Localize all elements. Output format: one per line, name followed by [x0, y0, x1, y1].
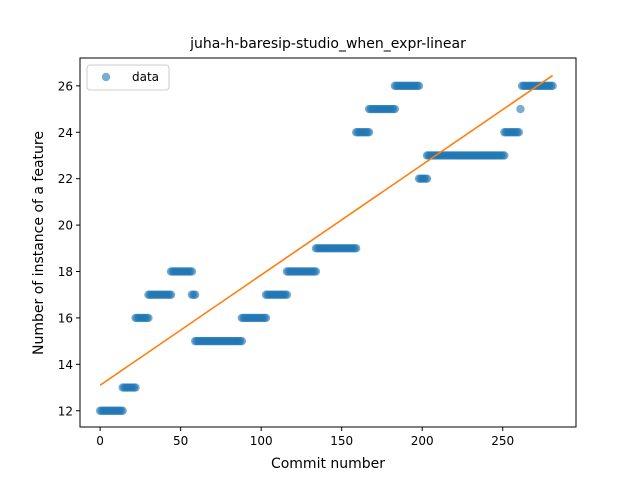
y-tick-label: 18 — [58, 265, 73, 279]
x-axis-ticks: 0 50 100 150 200 250 — [96, 427, 514, 448]
data-point — [166, 290, 176, 299]
data-point — [422, 174, 432, 183]
data-point — [190, 290, 200, 299]
data-point — [118, 406, 127, 415]
legend: data — [86, 64, 170, 91]
data-point — [500, 151, 509, 160]
y-tick-label: 26 — [58, 79, 73, 93]
plot-area — [79, 57, 577, 428]
data-point — [414, 81, 424, 91]
y-tick-label: 14 — [58, 358, 73, 372]
data-point — [516, 104, 525, 114]
x-tick-label: 250 — [491, 434, 514, 448]
y-tick-label: 24 — [58, 126, 73, 140]
x-axis-label: Commit number — [271, 456, 385, 472]
y-tick-label: 22 — [58, 172, 73, 186]
data-point — [351, 244, 361, 253]
data-point — [282, 290, 292, 299]
y-tick-label: 16 — [58, 311, 73, 325]
data-point — [144, 313, 153, 323]
data-point — [311, 267, 321, 276]
y-tick-label: 12 — [58, 404, 73, 418]
x-tick-label: 150 — [330, 434, 353, 448]
data-point — [261, 313, 271, 323]
y-tick-label: 20 — [58, 219, 73, 233]
y-axis-label: Number of instance of a feature — [31, 131, 47, 355]
data-point — [514, 128, 524, 137]
data-point — [131, 383, 140, 392]
x-tick-label: 0 — [96, 434, 104, 448]
data-point — [390, 104, 400, 114]
legend-label: data — [132, 70, 159, 84]
data-point — [237, 336, 247, 346]
data-point — [364, 128, 374, 137]
x-tick-label: 50 — [173, 434, 188, 448]
y-axis-ticks: 12 14 16 18 20 22 24 26 — [58, 79, 80, 418]
x-tick-label: 200 — [411, 434, 434, 448]
x-tick-label: 100 — [250, 434, 273, 448]
legend-marker — [101, 72, 111, 82]
chart-title: juha-h-baresip-studio_when_expr-linear — [189, 36, 466, 52]
axes-frame — [79, 57, 577, 428]
legend-box — [86, 64, 170, 91]
data-point — [548, 81, 557, 91]
fit-line — [99, 74, 554, 386]
data-point — [187, 267, 197, 276]
